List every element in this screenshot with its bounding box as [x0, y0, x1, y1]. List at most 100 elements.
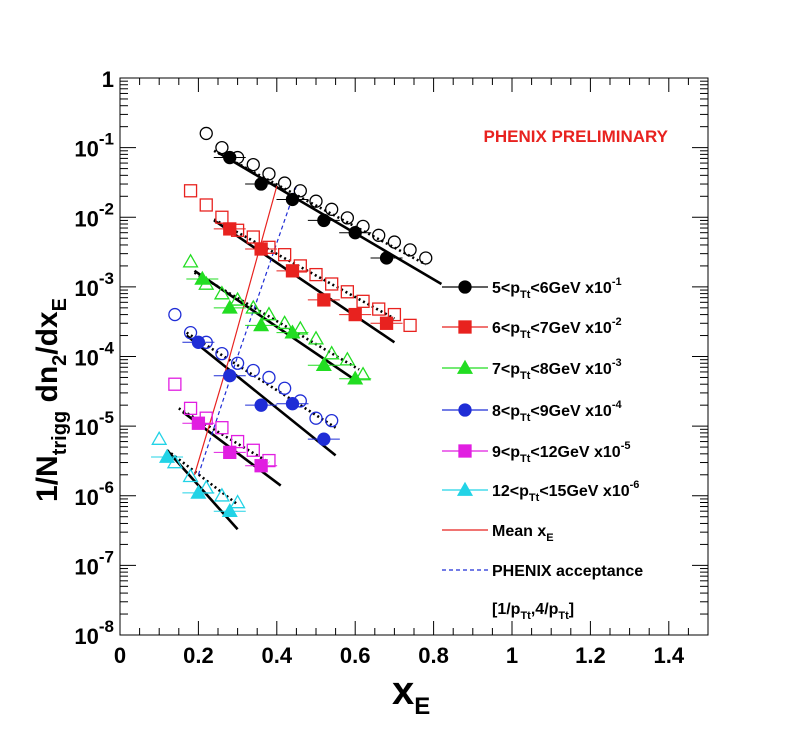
data-point-open [230, 356, 245, 370]
data-point-open [215, 421, 229, 435]
data-point-open [199, 126, 213, 141]
data-point-open [230, 434, 245, 449]
data-point-open [277, 176, 292, 190]
data-point-filled [317, 432, 331, 446]
data-point-open [246, 230, 260, 244]
y-tick-label: 10-3 [74, 269, 114, 301]
data-point-open [182, 253, 199, 268]
data-point-open [229, 291, 246, 306]
data-point-open [277, 248, 292, 262]
data-point-open [213, 285, 230, 300]
y-tick-label: 10-6 [74, 478, 114, 510]
data-point-open [182, 468, 199, 483]
data-point-open [387, 235, 402, 249]
data-point-filled [253, 317, 270, 332]
legend-label: 5<pTt<6GeV x10-1 [492, 276, 622, 301]
data-point-filled [221, 502, 238, 518]
x-tick-label: 1.4 [654, 643, 685, 668]
data-point-open [215, 140, 229, 155]
data-point-filled [379, 316, 394, 330]
data-point-open [323, 345, 340, 360]
data-point-filled [191, 416, 206, 430]
data-point-filled [379, 251, 394, 265]
data-point-open [356, 294, 370, 308]
data-point-filled [191, 335, 206, 349]
data-point-open [229, 494, 246, 509]
data-point-filled [223, 150, 237, 165]
data-point-open [215, 346, 229, 361]
data-point-filled [223, 369, 237, 383]
data-point-open [199, 198, 213, 212]
data-point-filled [254, 398, 268, 412]
data-point-filled [285, 192, 300, 207]
data-point-open [183, 326, 198, 340]
legend-label: 12<pTt<15GeV x10-6 [492, 479, 639, 504]
data-point-open [325, 202, 339, 216]
data-point-open [277, 381, 292, 395]
data-point-open [215, 210, 229, 224]
data-point-filled [254, 177, 268, 191]
legend-label: 6<pTt<7GeV x10-2 [492, 316, 622, 341]
data-point-open [246, 363, 260, 378]
y-tick-label: 10-1 [74, 130, 114, 162]
data-point-filled [315, 356, 332, 372]
x-tick-label: 0.2 [183, 643, 214, 668]
fit-line-open [213, 218, 396, 320]
data-point-open [419, 251, 433, 265]
legend-label-range: [1/pTt,4/pTt] [492, 601, 574, 622]
legend-label-mean: Mean xE [492, 523, 554, 544]
data-point-open [183, 401, 198, 416]
y-tick-label: 10-7 [74, 547, 114, 579]
y-tick-label: 10-2 [74, 199, 114, 231]
data-point-filled [285, 397, 300, 411]
legend-marker [458, 403, 472, 417]
fit-line-filled [213, 219, 396, 344]
data-point-filled [348, 226, 362, 240]
data-point-open [168, 307, 182, 322]
data-point-open [403, 243, 417, 257]
legend-label-acceptance: PHENIX acceptance [492, 563, 643, 580]
data-point-filled [223, 445, 237, 460]
data-point-open [245, 299, 262, 314]
data-point-filled [223, 222, 237, 236]
data-point-open [262, 370, 276, 385]
data-point-open [276, 315, 293, 330]
data-point-open [325, 413, 339, 428]
data-point-open [372, 228, 386, 242]
fit-line-filled [185, 334, 337, 457]
data-point-filled [347, 370, 364, 385]
legend-label: 9<pTt<12GeV x10-5 [492, 440, 630, 465]
legend-marker [456, 481, 474, 496]
data-point-open [403, 318, 417, 333]
data-point-open [292, 320, 309, 335]
data-point-open [309, 411, 323, 425]
data-point-open [262, 167, 276, 181]
legend-marker [458, 280, 472, 294]
data-point-open [340, 285, 355, 299]
x-tick-label: 0.4 [262, 643, 293, 668]
data-point-open [325, 277, 339, 291]
data-point-open [213, 487, 230, 502]
data-point-filled [317, 213, 331, 228]
data-point-open [309, 194, 323, 208]
data-point-open [168, 377, 182, 391]
data-point-filled [190, 484, 207, 499]
data-point-open [246, 443, 260, 457]
data-point-filled [285, 264, 300, 278]
y-tick-label: 1 [102, 67, 114, 92]
legend-marker [456, 359, 474, 374]
x-tick-label: 0.8 [418, 643, 449, 668]
x-tick-label: 1.2 [575, 643, 606, 668]
data-point-open [309, 267, 323, 282]
data-point-open [183, 184, 198, 198]
data-point-open [355, 366, 372, 381]
y-axis-title: 1/Ntrigg dn2/dxE [31, 298, 71, 502]
data-point-open [246, 157, 260, 172]
data-point-open [293, 184, 307, 198]
legend-marker [458, 320, 472, 334]
data-point-filled [254, 242, 268, 256]
data-point-open [260, 306, 277, 321]
data-point-open [340, 211, 355, 225]
legend-marker [458, 444, 472, 458]
